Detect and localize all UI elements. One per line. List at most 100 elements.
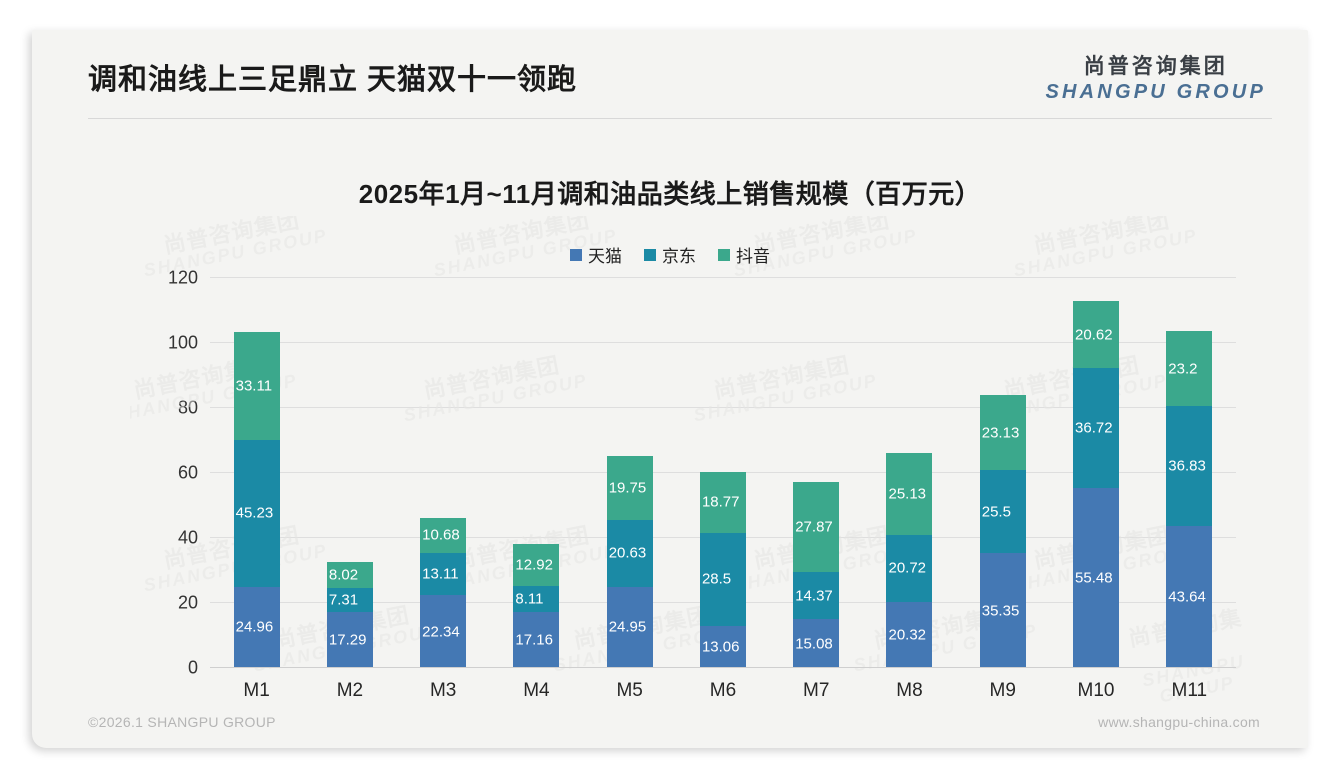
y-axis-tick-label: 80 <box>177 397 198 418</box>
bar-group[interactable]: 20.62 36.72 55.48 M10 <box>1073 301 1120 701</box>
bar-segment[interactable]: 20.72 <box>886 534 933 602</box>
stacked-bar-chart: 33.11 45.23 24.96 M1 8.02 7.31 17.29 M2 10.68 13.… <box>130 246 1250 716</box>
bar-segment[interactable]: 20.62 <box>1073 301 1120 369</box>
chart-legend: 天猫 京东 抖音 <box>32 242 1308 267</box>
bar-segment[interactable]: 20.32 <box>886 601 933 668</box>
bar-group[interactable]: 23.2 36.83 43.64 M11 <box>1166 331 1213 701</box>
bar-segment[interactable]: 36.83 <box>1166 406 1213 527</box>
x-axis-tick-label: M8 <box>896 680 923 701</box>
bar-group[interactable]: 8.02 7.31 17.29 M2 <box>326 562 373 701</box>
x-axis-tick-label: M9 <box>989 680 1016 701</box>
bar-value-label: 18.77 <box>701 493 740 511</box>
bar-segment[interactable]: 18.77 <box>699 471 746 533</box>
bar-value-label: 12.92 <box>515 556 553 574</box>
legend-label: 抖音 <box>736 247 770 266</box>
bar-group[interactable]: 12.92 8.11 17.16 M4 <box>513 543 560 701</box>
x-axis-tick-label: M5 <box>616 680 643 701</box>
bar-segment[interactable]: 13.11 <box>420 552 467 596</box>
bar-segment[interactable]: 7.31 <box>326 588 373 612</box>
bar-value-label: 36.83 <box>1168 457 1206 475</box>
bar-group[interactable]: 25.13 20.72 20.32 M8 <box>886 452 933 701</box>
bar-value-label: 19.75 <box>608 479 647 497</box>
bar-segment[interactable]: 15.08 <box>793 619 840 668</box>
bar-segment[interactable]: 23.13 <box>979 395 1026 471</box>
bar-segment[interactable]: 17.16 <box>513 612 560 668</box>
bar-segment[interactable]: 24.95 <box>606 586 653 668</box>
bar-segment[interactable]: 36.72 <box>1073 368 1120 488</box>
bar-value-label: 45.23 <box>235 504 274 522</box>
legend-item-天猫[interactable]: 天猫 <box>570 242 622 267</box>
bar-group[interactable]: 19.75 20.63 24.95 M5 <box>606 455 653 701</box>
bar-segment[interactable]: 43.64 <box>1166 526 1213 668</box>
bar-segment[interactable]: 8.02 <box>326 562 373 589</box>
page-title: 调和油线上三足鼎立 天猫双十一领跑 <box>88 64 578 96</box>
bar-value-label: 13.06 <box>701 638 740 656</box>
bar-value-label: 23.13 <box>981 424 1020 442</box>
bar-group[interactable]: 27.87 14.37 15.08 M7 <box>793 481 840 701</box>
bar-value-label: 28.5 <box>701 570 732 588</box>
bar-segment[interactable]: 10.68 <box>420 518 467 553</box>
bar-segment[interactable]: 23.2 <box>1166 331 1213 407</box>
bar-value-label: 13.11 <box>422 565 459 583</box>
bar-group[interactable]: 10.68 13.11 22.34 M3 <box>420 518 467 701</box>
bar-value-label: 17.16 <box>515 631 553 649</box>
legend-item-抖音[interactable]: 抖音 <box>718 242 770 267</box>
bar-group[interactable]: 18.77 28.5 13.06 M6 <box>699 471 746 701</box>
bar-value-label: 20.32 <box>888 626 927 644</box>
legend-swatch-icon <box>570 248 582 261</box>
bar-value-label: 8.11 <box>515 590 544 608</box>
bar-segment[interactable]: 55.48 <box>1073 487 1120 668</box>
bar-value-label: 35.35 <box>981 602 1020 620</box>
footer-website[interactable]: www.shangpu-china.com <box>1098 714 1260 730</box>
header-divider <box>88 118 1272 119</box>
bar-segment[interactable]: 25.13 <box>886 452 933 535</box>
bar-value-label: 10.68 <box>422 526 460 544</box>
bar-group[interactable]: 33.11 45.23 24.96 M1 <box>233 332 280 701</box>
x-axis-tick-label: M7 <box>803 680 830 701</box>
bar-segment[interactable]: 27.87 <box>793 481 840 573</box>
legend-label: 天猫 <box>588 247 622 266</box>
bar-segment[interactable]: 24.96 <box>233 586 280 668</box>
legend-label: 京东 <box>662 247 696 266</box>
bar-value-label: 25.13 <box>888 485 927 503</box>
bar-segment[interactable]: 28.5 <box>699 532 746 626</box>
slide-header: 调和油线上三足鼎立 天猫双十一领跑 尚普咨询集团 SHANGPU GROUP <box>32 30 1308 122</box>
bar-segment[interactable]: 17.29 <box>326 611 373 668</box>
bar-segment[interactable]: 13.06 <box>699 625 746 668</box>
bar-segment[interactable]: 12.92 <box>513 543 560 586</box>
legend-item-京东[interactable]: 京东 <box>644 242 696 267</box>
bar-segment[interactable]: 22.34 <box>420 595 467 668</box>
bar-segment[interactable]: 45.23 <box>233 439 280 587</box>
bar-segment[interactable]: 19.75 <box>606 455 653 520</box>
bar-segment[interactable]: 33.11 <box>233 332 280 440</box>
bar-segment[interactable]: 8.11 <box>513 585 560 613</box>
footer-copyright: ©2026.1 SHANGPU GROUP <box>88 714 276 730</box>
y-axis-tick-label: 100 <box>167 332 198 353</box>
legend-swatch-icon <box>718 248 730 261</box>
bar-value-label: 33.11 <box>235 377 273 395</box>
bar-value-label: 36.72 <box>1075 419 1113 437</box>
gridline <box>210 277 1236 278</box>
y-axis-tick-label: 40 <box>177 527 198 548</box>
bar-value-label: 24.95 <box>608 618 647 636</box>
gridline <box>210 342 1236 343</box>
bar-value-label: 14.37 <box>795 587 833 605</box>
bar-segment[interactable]: 25.5 <box>979 470 1026 554</box>
logo-text-cn: 尚普咨询集团 <box>1083 55 1228 78</box>
bar-segment[interactable]: 20.63 <box>606 519 653 587</box>
y-axis-tick-label: 60 <box>177 462 198 483</box>
bar-value-label: 20.63 <box>608 544 647 562</box>
bar-value-label: 55.48 <box>1075 569 1113 587</box>
bar-segment[interactable]: 35.35 <box>979 553 1026 668</box>
x-axis-tick-label: M11 <box>1171 680 1208 701</box>
x-axis-tick-label: M4 <box>523 680 550 701</box>
bar-segment[interactable]: 14.37 <box>793 572 840 619</box>
bar-value-label: 24.96 <box>235 618 274 636</box>
legend-swatch-icon <box>644 248 656 261</box>
x-axis-tick-label: M6 <box>709 680 737 701</box>
bar-group[interactable]: 23.13 25.5 35.35 M9 <box>979 395 1026 701</box>
x-axis-tick-label: M3 <box>429 680 457 701</box>
y-axis-tick-label: 20 <box>177 592 198 613</box>
bar-value-label: 25.5 <box>981 503 1011 521</box>
slide-card: 调和油线上三足鼎立 天猫双十一领跑 尚普咨询集团 SHANGPU GROUP 2… <box>32 30 1308 748</box>
